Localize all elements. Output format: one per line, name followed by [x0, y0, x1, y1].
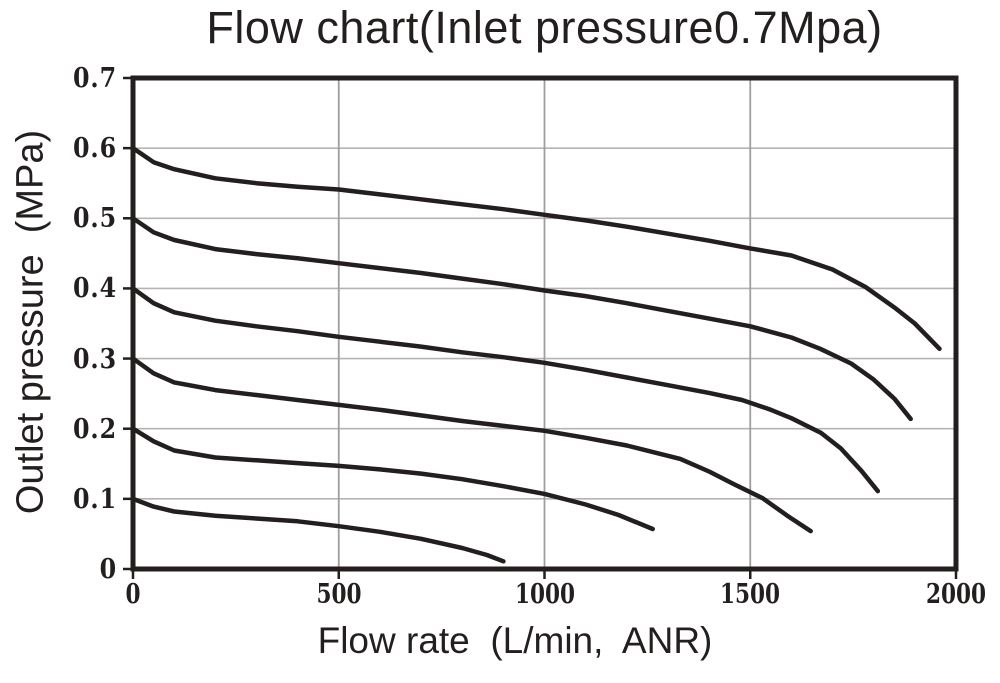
y-tick-label-0.3: 0.3	[73, 343, 117, 375]
flow-curve-set-pressure-0.6MPa	[130, 145, 942, 352]
x-tick-label-0: 0	[125, 579, 141, 610]
flow-curve-set-pressure-0.5MPa	[130, 216, 913, 422]
y-tick-label-0.7: 0.7	[73, 63, 117, 94]
y-axis-label: Outlet pressure (MPa)	[9, 129, 52, 515]
chart-title: Flow chart(Inlet pressure0.7Mpa)	[206, 2, 883, 53]
y-tick-label-0.4: 0.4	[73, 273, 117, 305]
x-axis-label: Flow rate (L/min, ANR)	[317, 620, 713, 661]
x-tick-label-2000: 2000	[925, 579, 987, 610]
flow-curve-set-pressure-0.1MPa	[130, 496, 506, 564]
flow-curve-set-pressure-0.4MPa	[130, 286, 881, 494]
y-tick-label-0: 0	[99, 554, 117, 585]
plot-border	[130, 75, 959, 572]
x-tick-label-1000: 1000	[514, 579, 575, 610]
y-tick-label-0.1: 0.1	[73, 483, 117, 515]
y-tick-label-0.6: 0.6	[73, 133, 117, 165]
y-tick-label-0.2: 0.2	[73, 413, 117, 445]
flow-curve-set-pressure-0.3MPa	[130, 356, 813, 534]
y-tick-label-0.5: 0.5	[73, 203, 117, 235]
x-tick-label-500: 500	[316, 579, 362, 610]
x-tick-label-1500: 1500	[720, 579, 781, 610]
flow-curve-set-pressure-0.2MPa	[130, 426, 655, 532]
